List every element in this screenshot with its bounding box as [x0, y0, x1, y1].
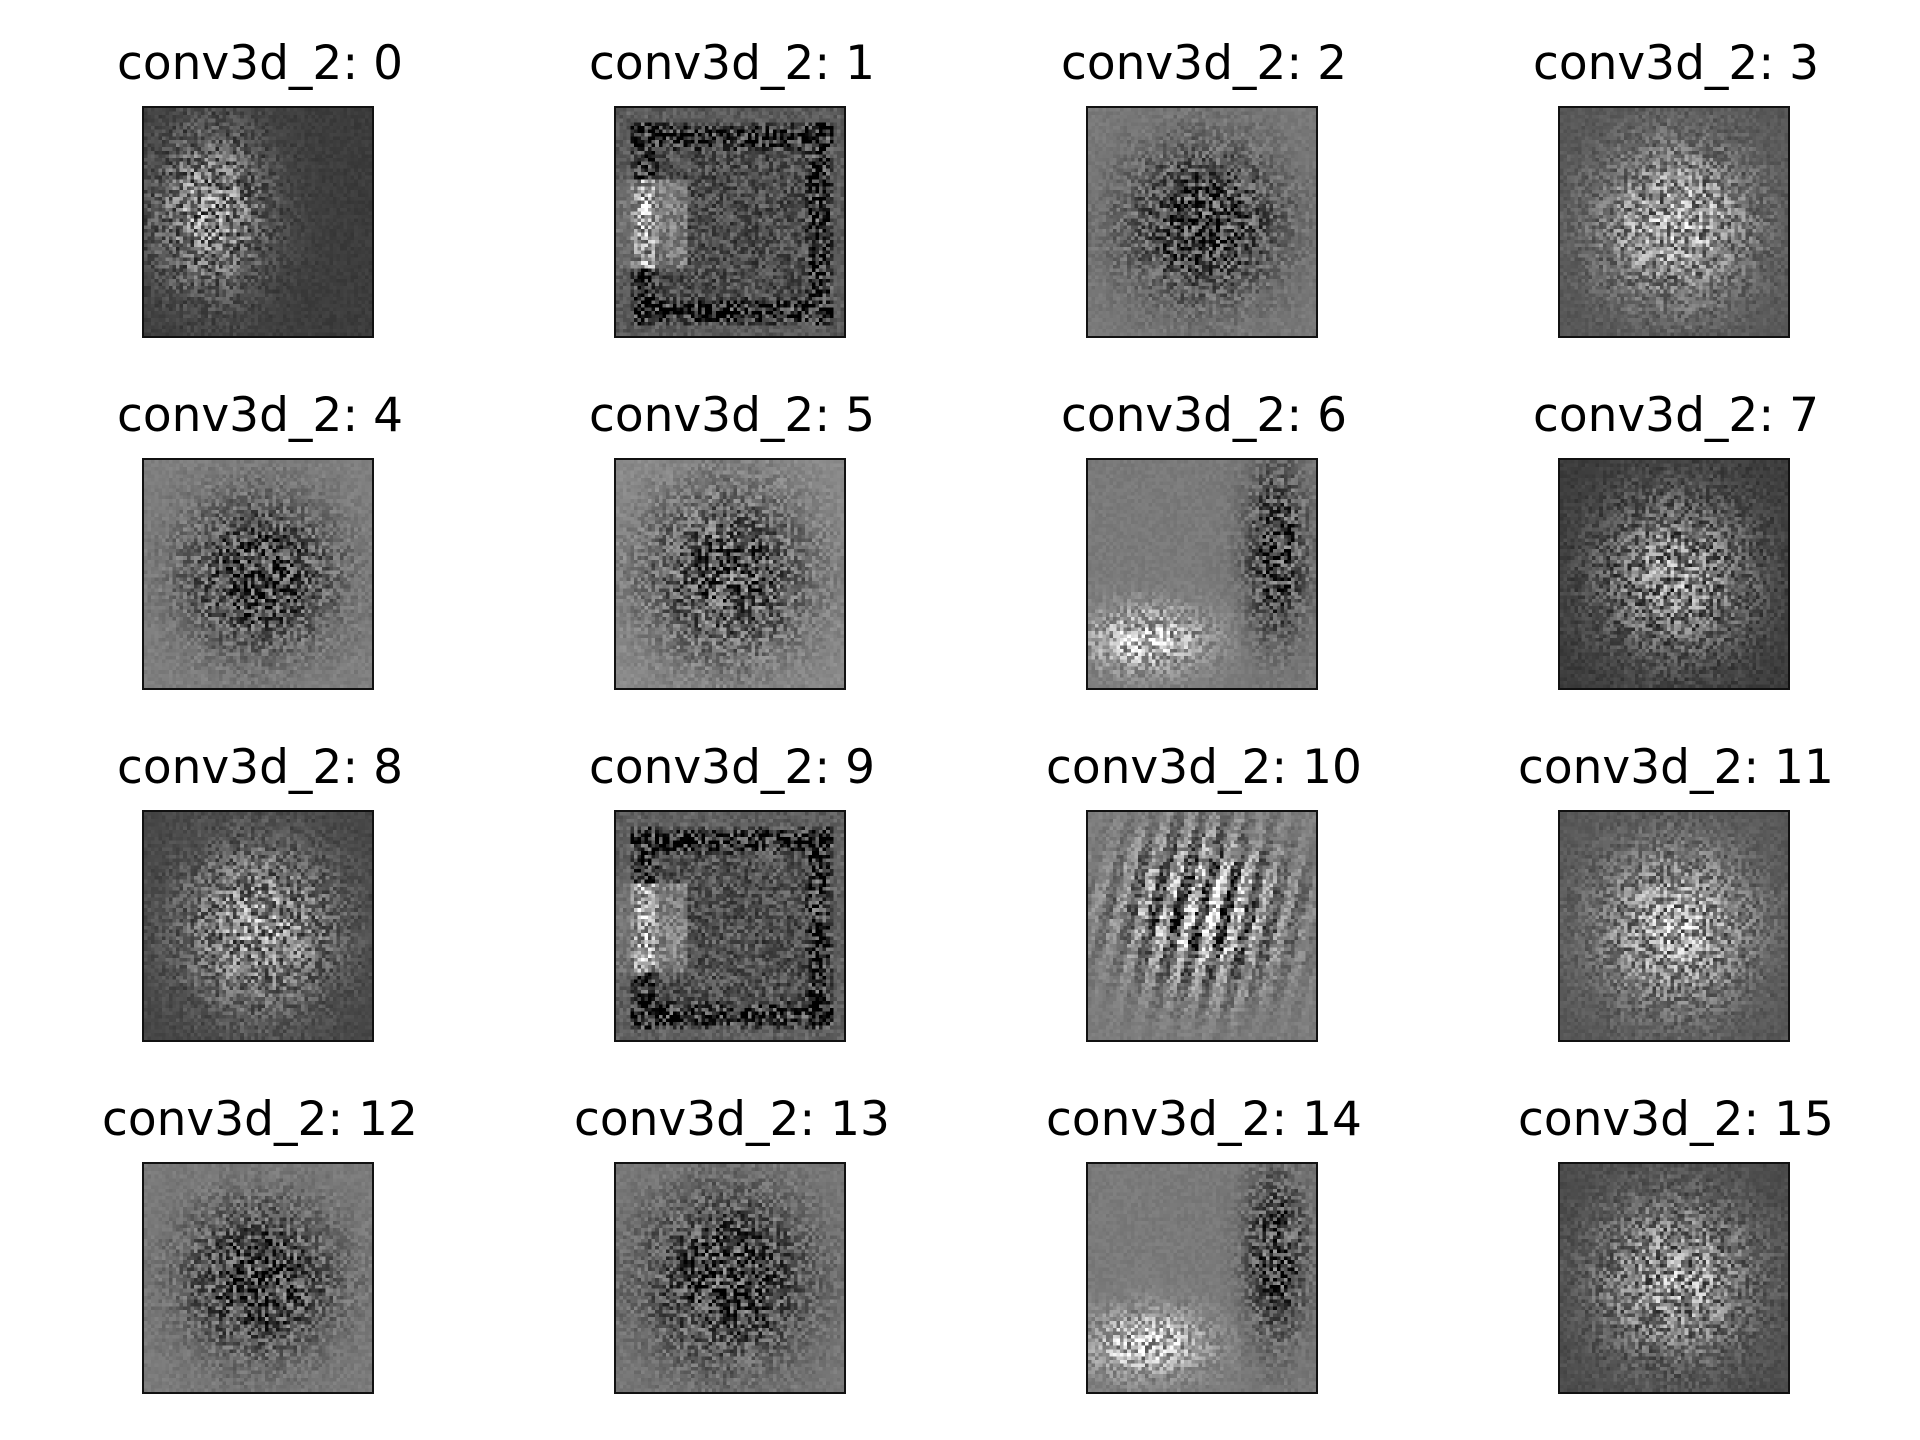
filter-activation-image — [1560, 1164, 1788, 1392]
filter-image-frame — [142, 106, 374, 338]
filter-image-frame — [1558, 1162, 1790, 1394]
filter-image-frame — [614, 810, 846, 1042]
filter-activation-image — [616, 1164, 844, 1392]
filter-image-frame — [142, 1162, 374, 1394]
panel-title: conv3d_2: 12 — [102, 1092, 418, 1147]
panel-title: conv3d_2: 13 — [574, 1092, 890, 1147]
filter-activation-image — [144, 1164, 372, 1392]
panel-title: conv3d_2: 10 — [1046, 740, 1362, 795]
panel-title: conv3d_2: 2 — [1060, 36, 1348, 91]
panel-title: conv3d_2: 5 — [588, 388, 876, 443]
filter-image-frame — [1086, 106, 1318, 338]
filter-panel: conv3d_2: 6 — [984, 352, 1424, 690]
filter-activation-image — [1560, 812, 1788, 1040]
filter-activation-image — [616, 460, 844, 688]
filter-image-frame — [614, 458, 846, 690]
filter-panel: conv3d_2: 1 — [512, 0, 952, 338]
panel-title: conv3d_2: 3 — [1532, 36, 1820, 91]
filter-panel: conv3d_2: 3 — [1456, 0, 1896, 338]
filter-panel: conv3d_2: 2 — [984, 0, 1424, 338]
filter-panel: conv3d_2: 5 — [512, 352, 952, 690]
filter-panel: conv3d_2: 7 — [1456, 352, 1896, 690]
filter-image-frame — [1086, 1162, 1318, 1394]
panel-title: conv3d_2: 11 — [1518, 740, 1834, 795]
filter-image-frame — [1558, 106, 1790, 338]
filter-image-frame — [142, 810, 374, 1042]
filter-activation-image — [144, 812, 372, 1040]
filter-image-frame — [1558, 458, 1790, 690]
panel-title: conv3d_2: 4 — [116, 388, 404, 443]
panel-title: conv3d_2: 15 — [1518, 1092, 1834, 1147]
filter-activation-image — [1088, 108, 1316, 336]
filter-activation-image — [616, 812, 844, 1040]
panel-title: conv3d_2: 7 — [1532, 388, 1820, 443]
filter-image-frame — [142, 458, 374, 690]
filter-activation-image — [1088, 812, 1316, 1040]
filter-panel: conv3d_2: 8 — [40, 704, 480, 1042]
filter-panel: conv3d_2: 9 — [512, 704, 952, 1042]
filter-activation-image — [616, 108, 844, 336]
panel-title: conv3d_2: 14 — [1046, 1092, 1362, 1147]
filter-image-frame — [614, 1162, 846, 1394]
filter-activation-image — [144, 108, 372, 336]
filter-image-frame — [614, 106, 846, 338]
panel-title: conv3d_2: 0 — [116, 36, 404, 91]
filter-activation-image — [1088, 460, 1316, 688]
filter-panel: conv3d_2: 10 — [984, 704, 1424, 1042]
filter-panel: conv3d_2: 14 — [984, 1056, 1424, 1394]
filter-image-frame — [1086, 458, 1318, 690]
filter-activation-image — [144, 460, 372, 688]
panel-title: conv3d_2: 1 — [588, 36, 876, 91]
filter-activation-image — [1088, 1164, 1316, 1392]
filter-activation-image — [1560, 108, 1788, 336]
filter-image-frame — [1086, 810, 1318, 1042]
filter-panel: conv3d_2: 13 — [512, 1056, 952, 1394]
panel-title: conv3d_2: 6 — [1060, 388, 1348, 443]
filter-panel: conv3d_2: 0 — [40, 0, 480, 338]
panel-title: conv3d_2: 9 — [588, 740, 876, 795]
panel-title: conv3d_2: 8 — [116, 740, 404, 795]
filter-panel: conv3d_2: 11 — [1456, 704, 1896, 1042]
filter-image-frame — [1558, 810, 1790, 1042]
filter-panel: conv3d_2: 4 — [40, 352, 480, 690]
filter-panel: conv3d_2: 15 — [1456, 1056, 1896, 1394]
filter-panel: conv3d_2: 12 — [40, 1056, 480, 1394]
filter-activation-image — [1560, 460, 1788, 688]
